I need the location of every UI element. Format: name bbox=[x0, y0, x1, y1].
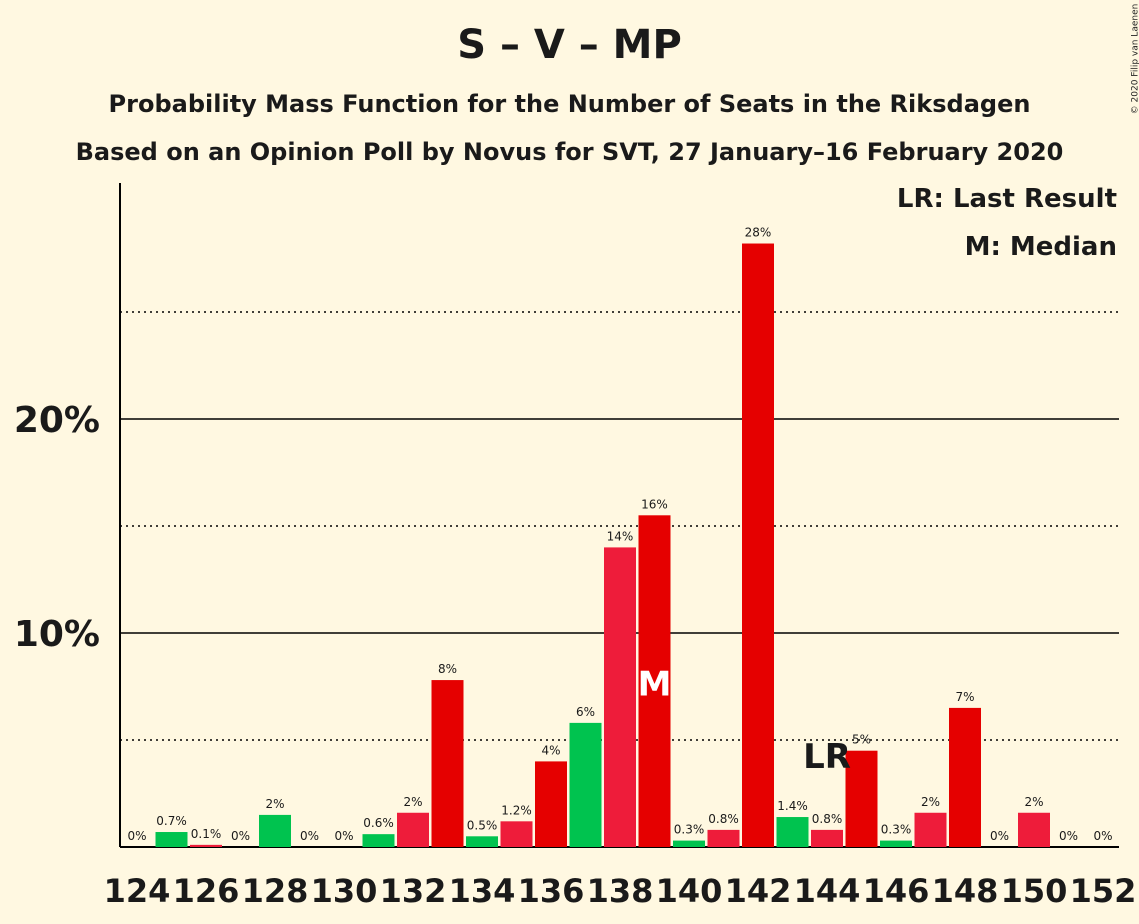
bar-value-label: 0% bbox=[334, 829, 353, 843]
bar-value-label: 0% bbox=[231, 829, 250, 843]
x-tick-label: 152 bbox=[1070, 872, 1137, 910]
bar-seat-150 bbox=[1018, 812, 1050, 847]
bar-value-label: 0.1% bbox=[191, 827, 222, 841]
bar-value-label: 0% bbox=[1093, 829, 1112, 843]
bar-value-label: 8% bbox=[438, 662, 457, 676]
bar-seat-140 bbox=[673, 840, 705, 847]
bar-value-label: 0.7% bbox=[156, 814, 187, 828]
bar-value-label: 0% bbox=[127, 829, 146, 843]
bar-seat-136 bbox=[535, 761, 567, 847]
bar-value-label: 2% bbox=[265, 797, 284, 811]
y-tick-label: 10% bbox=[14, 614, 100, 655]
bar-value-label: 0.6% bbox=[363, 816, 394, 830]
bar-value-label: 4% bbox=[541, 743, 560, 757]
bar-seat-131 bbox=[362, 834, 395, 847]
x-tick-label: 130 bbox=[311, 872, 378, 910]
bar-seat-148 bbox=[949, 707, 981, 847]
bar-seat-125 bbox=[155, 832, 188, 847]
x-tick-label: 138 bbox=[587, 872, 654, 910]
bar-value-label: 0% bbox=[990, 829, 1009, 843]
bar-seat-145 bbox=[845, 750, 878, 847]
x-tick-label: 126 bbox=[173, 872, 240, 910]
bar-seat-128 bbox=[259, 814, 291, 847]
median-marker: M bbox=[638, 664, 672, 704]
bar-value-label: 0.8% bbox=[708, 812, 739, 826]
bar-value-label: 1.2% bbox=[501, 803, 532, 817]
bar-value-label: 2% bbox=[921, 795, 940, 809]
bar-seat-138 bbox=[604, 547, 636, 847]
bar-seat-133 bbox=[431, 680, 464, 847]
bar-value-label: 0.3% bbox=[881, 823, 912, 837]
legend-median: M: Median bbox=[964, 232, 1117, 262]
bar-value-label: 2% bbox=[1024, 795, 1043, 809]
bar-value-label: 0.5% bbox=[467, 818, 498, 832]
last-result-marker: LR bbox=[803, 737, 851, 777]
x-tick-label: 144 bbox=[794, 872, 861, 910]
bar-value-label: 28% bbox=[745, 226, 772, 240]
x-tick-label: 124 bbox=[104, 872, 171, 910]
bar-seat-141 bbox=[707, 829, 740, 847]
chart-title: S – V – MP bbox=[457, 22, 682, 68]
x-tick-label: 140 bbox=[656, 872, 723, 910]
bar-value-label: 0.8% bbox=[812, 812, 843, 826]
bar-seat-139 bbox=[638, 515, 671, 847]
bar-seat-144 bbox=[811, 829, 843, 847]
x-tick-label: 148 bbox=[932, 872, 999, 910]
bar-seat-147 bbox=[914, 812, 947, 847]
x-tick-label: 150 bbox=[1001, 872, 1068, 910]
x-tick-label: 146 bbox=[863, 872, 930, 910]
x-tick-label: 134 bbox=[449, 872, 516, 910]
bar-value-label: 0.3% bbox=[674, 823, 705, 837]
bar-seat-126 bbox=[190, 844, 222, 847]
bar-seat-132 bbox=[397, 812, 429, 847]
bar-value-label: 1.4% bbox=[777, 799, 808, 813]
bar-value-label: 14% bbox=[607, 529, 634, 543]
bar-seat-134 bbox=[466, 836, 498, 847]
bar-value-label: 0% bbox=[300, 829, 319, 843]
bar-seat-137 bbox=[569, 722, 602, 847]
legend-last-result: LR: Last Result bbox=[896, 184, 1117, 214]
x-tick-label: 142 bbox=[725, 872, 792, 910]
bar-seat-143 bbox=[776, 817, 809, 847]
chart-subtitle: Probability Mass Function for the Number… bbox=[108, 90, 1031, 118]
chart-subtitle-poll: Based on an Opinion Poll by Novus for SV… bbox=[75, 138, 1064, 166]
bar-value-label: 2% bbox=[403, 795, 422, 809]
bar-value-label: 5% bbox=[852, 733, 871, 747]
bar-seat-142 bbox=[742, 243, 774, 847]
bar-seat-146 bbox=[880, 840, 912, 847]
x-tick-label: 132 bbox=[380, 872, 447, 910]
x-tick-label: 128 bbox=[242, 872, 309, 910]
bar-value-label: 7% bbox=[955, 690, 974, 704]
bar-value-label: 6% bbox=[576, 705, 595, 719]
bar-seat-135 bbox=[500, 821, 533, 847]
y-tick-label: 20% bbox=[14, 400, 100, 441]
bar-value-label: 16% bbox=[641, 497, 668, 511]
x-tick-label: 136 bbox=[518, 872, 585, 910]
bar-value-label: 0% bbox=[1059, 829, 1078, 843]
